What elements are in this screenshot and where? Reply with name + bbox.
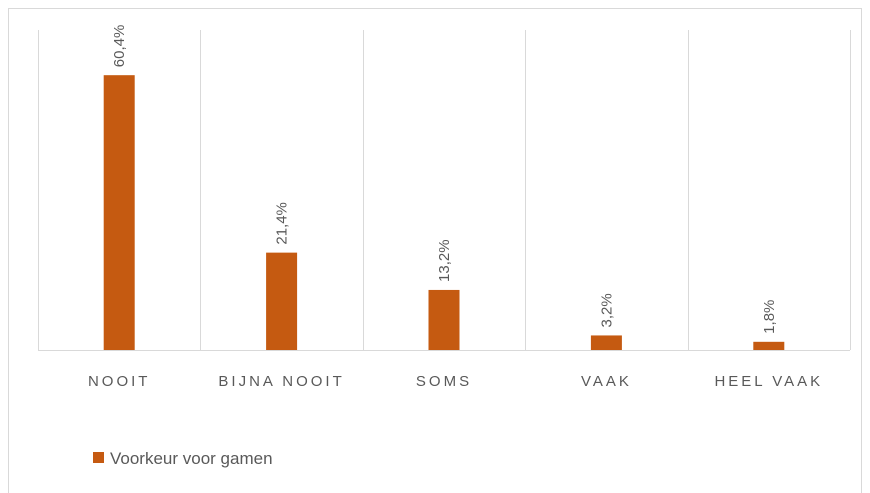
x-tick-label: NOOIT (88, 373, 151, 390)
bar (428, 289, 460, 350)
legend-swatch (93, 452, 104, 463)
x-tick-label: HEEL VAAK (714, 373, 823, 390)
value-label: 13,2% (436, 239, 453, 282)
bar (266, 252, 298, 350)
legend-label: Voorkeur voor gamen (110, 449, 273, 468)
value-label: 21,4% (274, 202, 291, 245)
x-tick-label: SOMS (416, 373, 472, 390)
bar (753, 341, 785, 350)
bar (103, 75, 135, 351)
bar (590, 335, 622, 350)
value-label: 1,8% (761, 300, 778, 334)
value-label: 60,4% (111, 25, 128, 68)
chart-border (8, 8, 862, 493)
value-label: 3,2% (598, 293, 615, 327)
x-tick-label: VAAK (581, 373, 632, 390)
x-tick-label: BIJNA NOOIT (218, 373, 344, 390)
